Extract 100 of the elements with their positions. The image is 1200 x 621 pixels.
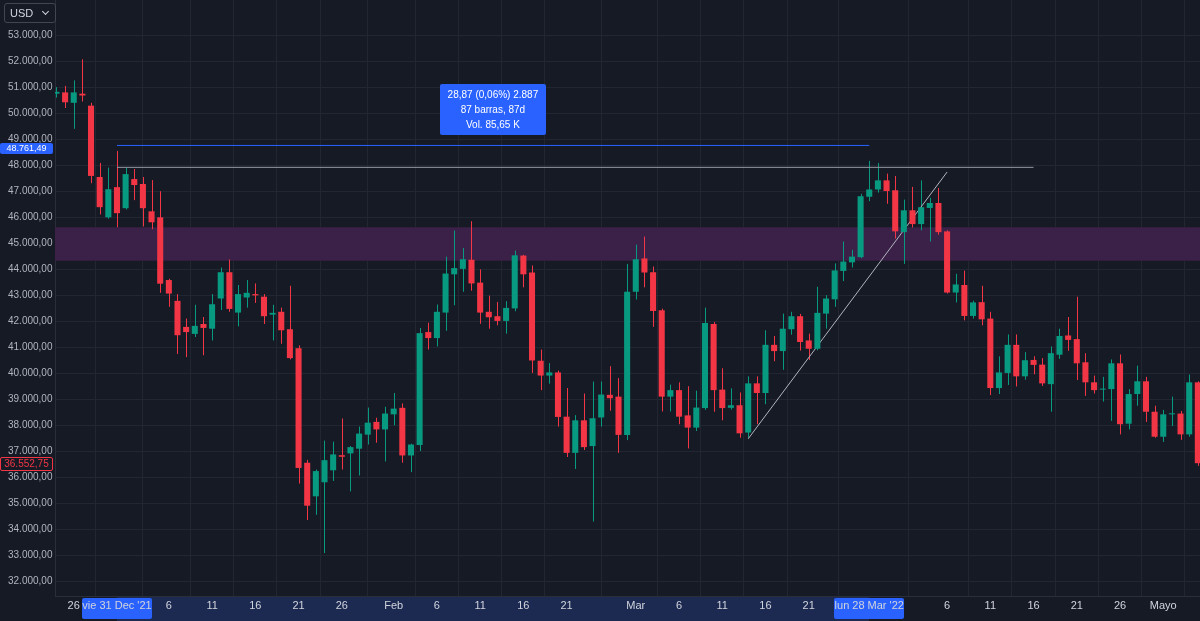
x-tick-label: 6 (944, 598, 951, 611)
x-tick-label: 21 (560, 598, 573, 611)
y-tick-label: 39.000,00 (8, 393, 53, 405)
x-tick-label: 6 (675, 598, 683, 611)
candlestick (451, 230, 458, 306)
text: 48.761,49 (0, 143, 53, 155)
candlestick (520, 254, 527, 288)
candlestick (918, 179, 925, 231)
candlestick (874, 162, 881, 194)
y-tick-label: 46.000,00 (8, 211, 53, 223)
candlestick (840, 241, 847, 282)
candlestick (485, 295, 492, 330)
y-tick-label: 33.000,00 (8, 549, 53, 561)
y-tick-label: 38.000,00 (8, 419, 53, 431)
candlestick (364, 407, 371, 446)
y-tick-label: 53.000,00 (8, 28, 53, 40)
candlestick (667, 384, 674, 412)
candlestick (70, 79, 77, 130)
x-tick-label: 11 (206, 598, 218, 611)
candlestick (727, 387, 734, 411)
annotation: 28,87 (0,06%) 2.887 (447, 89, 539, 101)
candlestick (995, 355, 1002, 395)
y-axis-title: USD (10, 7, 34, 19)
candlestick (79, 58, 86, 102)
candlestick (330, 441, 337, 482)
candlestick (900, 199, 907, 265)
x-tick-label: 11 (716, 598, 728, 611)
candlestick (1160, 409, 1167, 443)
candlestick (1039, 357, 1046, 387)
candlestick (753, 375, 760, 425)
candlestick (779, 313, 786, 371)
y-tick-label: 44.000,00 (8, 263, 53, 275)
x-tick-label: 16 (1027, 598, 1040, 611)
candlestick (1056, 328, 1063, 360)
x-tick-label: 11 (984, 598, 997, 611)
x-tick-label: vie 31 Dec '21 (82, 598, 152, 611)
candlestick (373, 417, 380, 444)
candlestick (165, 278, 172, 308)
candlestick (278, 307, 285, 345)
x-tick-label: Mar (626, 598, 646, 611)
candlestick (1082, 352, 1089, 397)
candlestick (684, 385, 691, 449)
y-tick-label: 51.000,00 (8, 80, 53, 92)
annotation: 87 barras, 87d (460, 104, 526, 116)
candlestick (537, 349, 544, 391)
candlestick (1099, 376, 1106, 403)
candlestick (805, 333, 812, 361)
candlestick (183, 318, 190, 358)
x-tick-label: 6 (433, 598, 440, 611)
candlestick (693, 390, 700, 432)
candlestick (1134, 365, 1141, 407)
candlestick (866, 160, 873, 202)
candlestick (269, 304, 276, 341)
candlestick (788, 311, 795, 336)
x-tick-label: 16 (249, 598, 262, 611)
candlestick (606, 365, 613, 412)
candlestick (883, 173, 890, 205)
candlestick (468, 220, 475, 292)
candlestick (356, 426, 363, 476)
candlestick (131, 168, 138, 201)
candlestick (459, 247, 466, 293)
candlestick (822, 294, 830, 330)
candlestick (546, 362, 553, 385)
candlestick (926, 197, 933, 243)
x-tick-label: 21 (1070, 598, 1083, 611)
x-tick-label: 26 (1113, 598, 1127, 611)
candlestick (978, 285, 985, 326)
y-tick-label: 47.000,00 (8, 185, 53, 197)
candlestick (382, 406, 389, 462)
candlestick (641, 236, 648, 288)
candlestick (260, 293, 267, 325)
y-tick-label: 32.000,00 (8, 575, 53, 587)
y-tick-label: 49.000,00 (8, 132, 53, 144)
candlestick (235, 284, 242, 327)
candlestick (503, 300, 510, 335)
candlestick (1065, 316, 1072, 352)
x-tick-label: Feb (384, 598, 404, 611)
y-tick-label: 36.000,00 (8, 471, 53, 483)
y-tick-label: 41.000,00 (8, 341, 53, 353)
x-tick-label: 21 (802, 598, 815, 611)
candlestick (598, 381, 605, 428)
candlestick (1177, 410, 1184, 441)
candlestick (200, 316, 207, 356)
y-tick-label: 52.000,00 (8, 54, 53, 66)
x-tick-label: 26 (67, 598, 80, 611)
x-tick-label: 16 (759, 598, 772, 611)
x-tick-label: 16 (517, 598, 530, 611)
candlestick (407, 443, 414, 473)
candlestick (909, 186, 916, 228)
y-tick-label: 40.000,00 (8, 367, 53, 379)
candlestick (55, 86, 60, 99)
y-tick-label: 43.000,00 (8, 289, 53, 301)
candlestick (1168, 396, 1175, 427)
y-tick-label: 50.000,00 (8, 106, 53, 118)
candlestick (719, 367, 726, 421)
x-tick-label: Mayo (1149, 598, 1177, 611)
x-tick-label: 6 (165, 598, 172, 611)
candlestick (952, 273, 959, 303)
candlestick (425, 322, 432, 351)
annotation: Vol. 85,65 K (465, 119, 520, 131)
